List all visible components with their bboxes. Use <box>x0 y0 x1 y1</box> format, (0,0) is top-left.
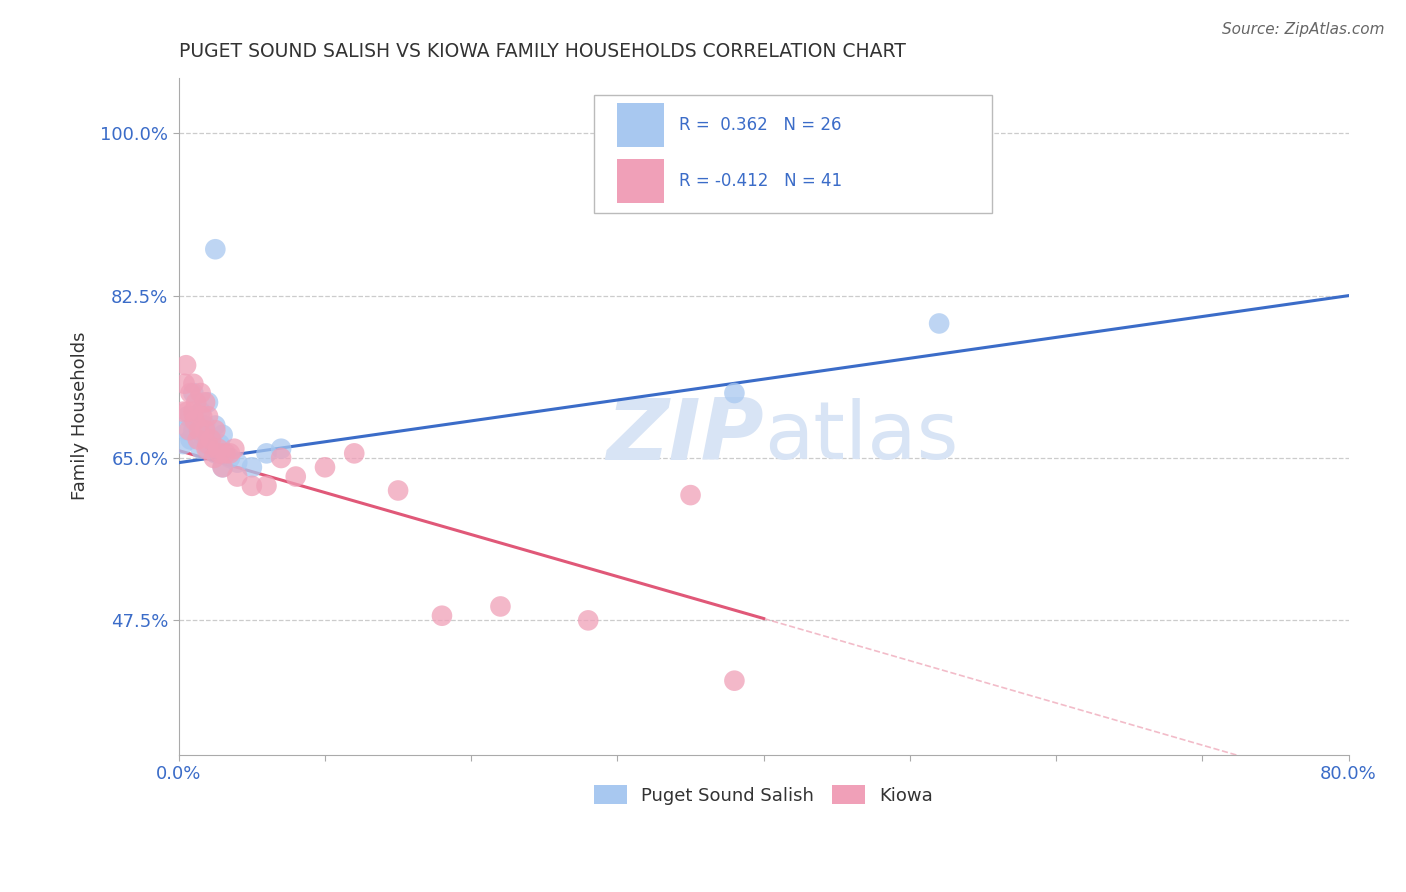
Point <box>188 423 211 437</box>
Point <box>174 358 197 372</box>
Point <box>179 386 201 401</box>
Point <box>211 460 233 475</box>
Point <box>190 404 212 418</box>
Point <box>211 427 233 442</box>
Point <box>173 376 195 391</box>
Point <box>314 460 336 475</box>
Point <box>679 488 702 502</box>
Point <box>576 613 599 627</box>
Point <box>723 386 745 401</box>
Point <box>226 456 249 470</box>
Point <box>256 446 278 460</box>
Point <box>197 442 219 456</box>
Point <box>489 599 512 614</box>
Point <box>186 414 208 428</box>
Point <box>270 442 292 456</box>
Point <box>197 409 219 424</box>
Point <box>179 433 201 447</box>
FancyBboxPatch shape <box>595 95 991 213</box>
Point <box>194 423 217 437</box>
Point <box>200 433 222 447</box>
Point <box>219 450 242 465</box>
Point <box>240 460 263 475</box>
Point <box>183 386 205 401</box>
Point <box>723 673 745 688</box>
Point <box>204 446 226 460</box>
Point <box>211 460 233 475</box>
Point <box>190 386 212 401</box>
Point <box>240 479 263 493</box>
Point <box>928 317 950 331</box>
Point <box>224 442 246 456</box>
Point <box>343 446 366 460</box>
Point <box>208 437 231 451</box>
Point <box>176 404 198 418</box>
Point <box>191 409 214 424</box>
Point <box>207 442 229 456</box>
Point <box>226 469 249 483</box>
Point <box>172 437 194 451</box>
Point <box>219 446 242 460</box>
Point <box>194 395 217 409</box>
Point <box>172 404 194 418</box>
Point <box>202 450 225 465</box>
Legend: Puget Sound Salish, Kiowa: Puget Sound Salish, Kiowa <box>585 776 942 814</box>
Point <box>214 446 236 460</box>
Point <box>200 433 222 447</box>
Point <box>174 423 197 437</box>
Point <box>183 376 205 391</box>
Point <box>183 404 205 418</box>
Point <box>204 418 226 433</box>
Point <box>204 423 226 437</box>
Point <box>387 483 409 498</box>
Point <box>187 433 209 447</box>
Text: Source: ZipAtlas.com: Source: ZipAtlas.com <box>1222 22 1385 37</box>
FancyBboxPatch shape <box>617 159 664 202</box>
Point <box>195 442 218 456</box>
Point <box>186 395 208 409</box>
Y-axis label: Family Households: Family Households <box>72 332 89 500</box>
Point <box>256 479 278 493</box>
Point <box>194 418 217 433</box>
Point <box>191 427 214 442</box>
Point <box>183 423 205 437</box>
Text: R =  0.362   N = 26: R = 0.362 N = 26 <box>679 116 842 134</box>
Point <box>176 409 198 424</box>
Point <box>197 395 219 409</box>
Point <box>208 446 231 460</box>
Text: atlas: atlas <box>763 398 957 475</box>
Point <box>184 414 207 428</box>
Text: ZIP: ZIP <box>606 395 763 478</box>
FancyBboxPatch shape <box>617 103 664 147</box>
Text: R = -0.412   N = 41: R = -0.412 N = 41 <box>679 172 842 190</box>
Point <box>204 242 226 256</box>
Text: PUGET SOUND SALISH VS KIOWA FAMILY HOUSEHOLDS CORRELATION CHART: PUGET SOUND SALISH VS KIOWA FAMILY HOUSE… <box>179 42 905 61</box>
Point <box>190 442 212 456</box>
Point <box>177 423 200 437</box>
Point <box>197 437 219 451</box>
Point <box>430 608 453 623</box>
Point <box>284 469 307 483</box>
Point <box>270 450 292 465</box>
